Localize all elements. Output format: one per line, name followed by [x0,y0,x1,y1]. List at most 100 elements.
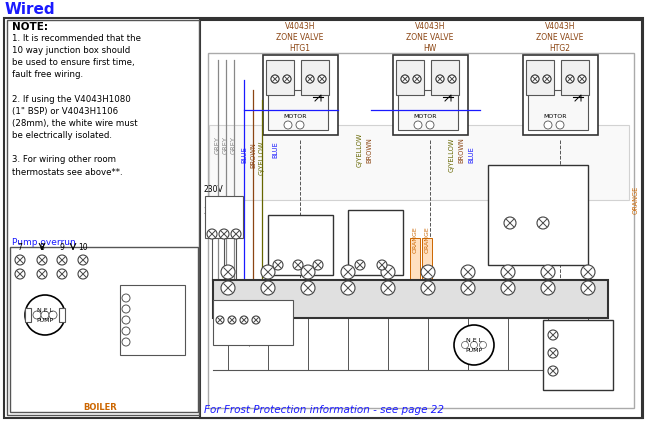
Circle shape [57,255,67,265]
Text: 1: 1 [358,249,362,255]
Circle shape [318,75,326,83]
Bar [528,90,588,130]
Text: G/YELLOW: G/YELLOW [259,141,265,175]
Circle shape [78,269,88,279]
Circle shape [219,229,229,239]
Circle shape [37,269,47,279]
Circle shape [221,281,235,295]
Text: ON: ON [133,339,144,345]
Text: A: A [507,228,513,237]
Circle shape [461,281,475,295]
Circle shape [283,75,291,83]
Circle shape [301,281,315,295]
Circle shape [531,75,539,83]
Text: BOILER: BOILER [83,403,117,412]
Circle shape [461,341,468,349]
Circle shape [421,265,435,279]
Text: MOTOR: MOTOR [543,114,567,119]
Circle shape [37,255,47,265]
Text: BROWN: BROWN [366,137,372,163]
Circle shape [548,330,558,340]
Text: 2: 2 [276,251,280,257]
Text: N E L: N E L [37,308,53,314]
Text: GREY: GREY [215,136,221,154]
Bar [59,308,65,322]
Text: 1: 1 [296,251,300,257]
Bar [523,55,598,135]
Circle shape [414,121,422,129]
Circle shape [381,265,395,279]
Text: 230V
50Hz
3A RATED: 230V 50Hz 3A RATED [204,185,241,216]
Circle shape [296,121,304,129]
Circle shape [436,75,444,83]
Bar [543,320,613,390]
Circle shape [543,75,551,83]
Text: 10: 10 [584,276,593,282]
Circle shape [122,327,130,335]
Text: Pump overrun: Pump overrun [12,238,76,247]
Circle shape [231,229,241,239]
Text: HW HTG: HW HTG [255,339,287,348]
Bar [120,285,185,355]
Circle shape [306,75,314,83]
Circle shape [341,281,355,295]
Text: BLUE: BLUE [282,102,300,108]
Bar [301,60,329,95]
Circle shape [470,341,477,349]
Circle shape [448,75,456,83]
Circle shape [541,265,555,279]
Text: 7: 7 [17,243,23,252]
Bar [213,300,293,345]
Text: G/YELLOW: G/YELLOW [449,138,455,172]
Bar [200,20,642,418]
Text: ORANGE: ORANGE [424,227,430,253]
Text: MOTOR: MOTOR [413,114,437,119]
Circle shape [341,265,355,279]
Circle shape [556,121,564,129]
Bar [263,55,338,135]
Text: V4043H
ZONE VALVE
HTG2: V4043H ZONE VALVE HTG2 [536,22,584,53]
Text: PUMP: PUMP [465,347,483,352]
Text: L N E: L N E [210,219,228,225]
Text: ST9400A/C: ST9400A/C [215,339,257,348]
Circle shape [15,269,25,279]
Text: BLUE: BLUE [416,102,434,108]
Text: OE: OE [563,349,574,357]
Text: BLUE: BLUE [468,146,474,163]
Circle shape [544,121,552,129]
Circle shape [578,75,586,83]
Text: V4043H
ZONE VALVE
HTG1: V4043H ZONE VALVE HTG1 [276,22,324,53]
Bar [488,165,588,265]
Text: 5: 5 [386,276,390,282]
Circle shape [566,75,574,83]
Circle shape [501,281,515,295]
Text: CM900 SERIES
PROGRAMMABLE
STAT.: CM900 SERIES PROGRAMMABLE STAT. [509,170,567,191]
Text: N~L: N~L [218,308,233,314]
Text: T6360B
ROOM STAT: T6360B ROOM STAT [280,220,320,233]
Circle shape [581,265,595,279]
Text: 4: 4 [345,276,350,282]
Text: L641A
CYLINDER
STAT.: L641A CYLINDER STAT. [358,215,392,236]
Circle shape [581,281,595,295]
Text: GREY: GREY [231,136,237,154]
Circle shape [401,75,409,83]
Circle shape [122,294,130,302]
Text: ORANGE: ORANGE [633,186,639,214]
Bar [268,90,328,130]
Text: **: ** [350,215,358,224]
Circle shape [426,121,434,129]
Text: SL: SL [133,295,141,301]
Circle shape [543,75,551,83]
Text: PL: PL [133,306,141,312]
Circle shape [207,229,217,239]
Text: G/YELLOW: G/YELLOW [357,133,363,167]
Text: V4043H
ZONE VALVE
HW: V4043H ZONE VALVE HW [406,22,454,53]
Text: 2: 2 [266,276,270,282]
Circle shape [461,265,475,279]
Bar [7,20,199,415]
Bar [526,60,554,95]
Text: PUMP: PUMP [36,317,54,322]
Text: 8: 8 [39,243,45,252]
Text: MOTOR: MOTOR [283,114,307,119]
Text: BOILER: BOILER [561,383,595,392]
